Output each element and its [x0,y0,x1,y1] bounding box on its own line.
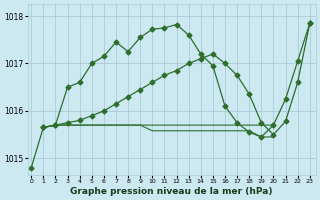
X-axis label: Graphe pression niveau de la mer (hPa): Graphe pression niveau de la mer (hPa) [70,187,273,196]
